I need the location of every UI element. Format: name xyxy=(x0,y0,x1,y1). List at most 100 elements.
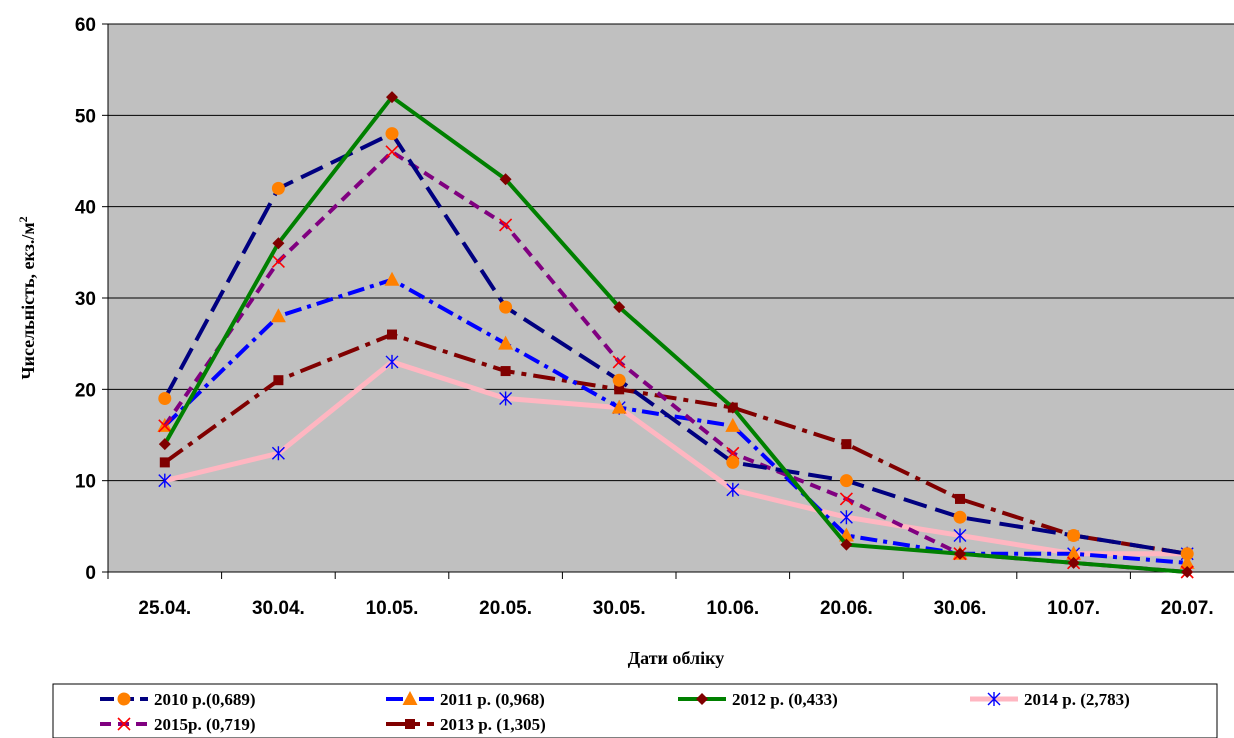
series-line xyxy=(164,359,1188,557)
data-point xyxy=(953,510,967,524)
data-point xyxy=(159,457,170,468)
data-point xyxy=(839,492,853,506)
y-tick-label: 20 xyxy=(75,380,96,401)
axes xyxy=(107,572,1131,579)
data-point xyxy=(612,373,626,387)
legend-label: 2012 р. (0,433) xyxy=(732,690,838,709)
legend-label: 2011 р. (0,968) xyxy=(440,690,545,709)
legend: 2010 р.(0,689) 2011 р. (0,968) 2012 р. (0,… xyxy=(100,690,1130,734)
data-point xyxy=(384,271,400,286)
data-point xyxy=(725,417,741,432)
legend-marker xyxy=(402,691,418,705)
legend-marker xyxy=(117,692,131,706)
x-tick-label: 20.06. xyxy=(820,598,873,619)
x-tick-label: 10.05. xyxy=(366,598,419,619)
data-point xyxy=(841,439,852,450)
y-tick-label: 40 xyxy=(75,198,96,219)
data-point xyxy=(726,455,740,469)
data-point xyxy=(158,419,172,433)
x-tick-label: 30.05. xyxy=(593,598,646,619)
legend-item: 2015р. (0,719) xyxy=(100,715,256,734)
x-axis-title: Дати обліку xyxy=(628,648,724,668)
data-point xyxy=(953,528,967,543)
y-tick-label: 0 xyxy=(85,563,96,584)
y-axis-title: Чисельність, екз./м2 xyxy=(16,216,38,379)
data-point xyxy=(500,366,511,377)
series-line xyxy=(163,95,1188,574)
data-point xyxy=(611,399,627,414)
data-point xyxy=(1066,545,1082,560)
series-0 xyxy=(158,127,1194,561)
data-point xyxy=(271,446,285,461)
y-tick-labels: 0 10 20 30 40 50 60 xyxy=(75,15,96,584)
data-point xyxy=(839,474,853,488)
data-point xyxy=(498,335,514,350)
data-point xyxy=(839,510,853,525)
data-point xyxy=(1067,556,1080,569)
legend-marker xyxy=(117,717,131,731)
data-point xyxy=(840,538,853,551)
data-point xyxy=(612,355,626,369)
data-point xyxy=(1181,566,1194,578)
y-axis-title-text: Чисельність, екз./м xyxy=(18,222,38,379)
data-point xyxy=(273,375,284,386)
y-axis-title-superscript: 2 xyxy=(16,216,30,222)
legend-label: 2014 р. (2,783) xyxy=(1024,690,1130,709)
data-point xyxy=(499,300,513,314)
y-tick-label: 50 xyxy=(75,106,96,127)
x-tick-label: 20.05. xyxy=(479,598,532,619)
y-tick-label: 10 xyxy=(75,472,96,493)
data-point xyxy=(1067,528,1081,542)
series-line xyxy=(163,131,1188,556)
data-point xyxy=(270,308,286,323)
data-point xyxy=(955,493,965,504)
data-point xyxy=(726,401,739,414)
legend-item: 2014 р. (2,783) xyxy=(970,690,1130,709)
data-point xyxy=(386,91,398,104)
data-point xyxy=(271,254,285,269)
legend-item: 2011 р. (0,968) xyxy=(386,690,545,709)
data-point xyxy=(385,127,399,141)
legend-label: 2010 р.(0,689) xyxy=(154,690,256,709)
data-point xyxy=(385,354,399,369)
data-point xyxy=(499,391,513,406)
legend-label: 2015р. (0,719) xyxy=(154,715,256,734)
gridlines xyxy=(102,23,1234,573)
data-point xyxy=(271,181,285,195)
data-point xyxy=(954,547,966,560)
legend-marker xyxy=(696,693,708,705)
data-point xyxy=(158,438,171,451)
legend-marker xyxy=(405,719,415,729)
data-point xyxy=(387,329,397,340)
legend-item: 2013 р. (1,305) xyxy=(386,715,546,734)
x-tick-label: 10.06. xyxy=(706,598,759,619)
series-group xyxy=(157,91,1195,579)
legend-marker xyxy=(987,692,1001,706)
data-point xyxy=(385,145,399,159)
data-point xyxy=(1180,547,1194,561)
data-point xyxy=(272,237,285,250)
data-point xyxy=(613,301,626,314)
legend-box xyxy=(52,683,1218,738)
data-point xyxy=(158,473,172,488)
series-line xyxy=(163,277,1188,565)
x-tick-label: 30.04. xyxy=(252,598,305,619)
data-point xyxy=(499,173,512,186)
data-point xyxy=(1179,554,1195,569)
y-tick-label: 60 xyxy=(75,15,96,36)
data-point xyxy=(158,391,172,405)
data-point xyxy=(499,218,513,232)
x-tick-label: 20.07. xyxy=(1161,598,1214,619)
legend-label: 2013 р. (1,305) xyxy=(440,715,546,734)
x-tick-label: 25.04. xyxy=(138,598,191,619)
x-tick-labels: 25.04. 30.04. 10.05. 20.05. 30.05. 10.06. 20.0… xyxy=(138,598,1213,619)
data-point xyxy=(614,384,625,395)
series-2 xyxy=(158,91,1194,578)
y-tick-label: 30 xyxy=(75,289,96,310)
legend-item: 2010 р.(0,689) xyxy=(100,690,256,709)
data-point xyxy=(726,482,740,497)
series-line xyxy=(163,332,1188,556)
x-tick-label: 30.06. xyxy=(934,598,987,619)
x-tick-label: 10.07. xyxy=(1047,598,1100,619)
